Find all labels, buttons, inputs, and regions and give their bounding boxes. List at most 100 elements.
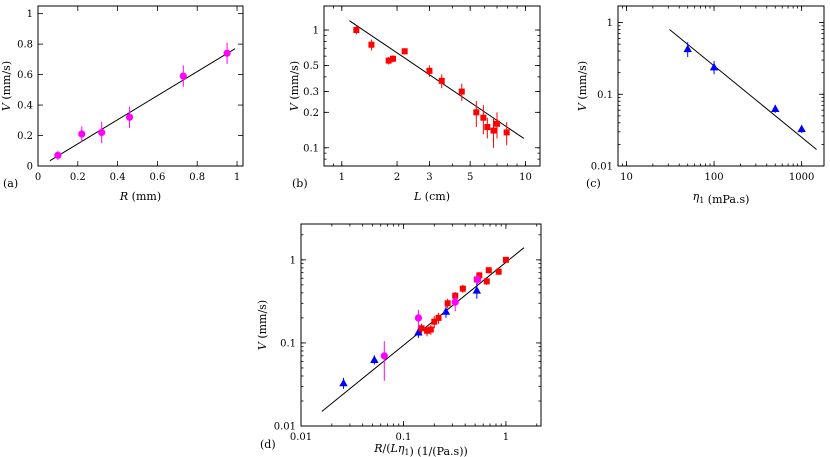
panel-3-xticklabel-1: 0.1 bbox=[396, 432, 412, 443]
panel-1-series-0-point-13 bbox=[503, 129, 510, 136]
panel-3-series-0-point-4 bbox=[472, 286, 482, 294]
panel-3-series-1-point-3 bbox=[431, 318, 438, 325]
panel-3-series-0-point-2 bbox=[414, 327, 423, 336]
panel-1-yticklabel-0: 0.1 bbox=[303, 143, 319, 154]
panel-1-xticklabel-0: 1 bbox=[339, 172, 345, 183]
panel-1-series-0-point-4 bbox=[401, 48, 408, 55]
panel-2-label: (c) bbox=[586, 177, 601, 190]
panel-2-yticklabel-0: 0.01 bbox=[591, 162, 613, 173]
panel-3-yticklabel-1: 0.1 bbox=[280, 338, 296, 349]
panel-3-yticklabel-0: 0.01 bbox=[274, 422, 296, 433]
panel-0-yticklabel-5: 1 bbox=[27, 9, 33, 20]
panel-3-series-0-point-0 bbox=[339, 378, 348, 387]
panel-0-label: (a) bbox=[3, 177, 18, 190]
panel-3-series-1-point-5 bbox=[444, 300, 451, 307]
panel-2-series-0-point-1 bbox=[709, 62, 719, 71]
panel-0-series-0-point-3 bbox=[125, 113, 134, 121]
panel-3-xlabel: R/(Lη1) (1/(Pa.s)) bbox=[373, 442, 468, 457]
panel-1-label: (b) bbox=[292, 177, 308, 190]
panel-2-ylabel: V (mm/s) bbox=[576, 61, 589, 111]
panel-3-series-1-point-1 bbox=[424, 327, 431, 334]
panel-1-xticklabel-1: 2 bbox=[394, 172, 400, 183]
panel-1-yticklabel-2: 0.3 bbox=[303, 87, 319, 98]
panel-0-xticklabel-1: 0.2 bbox=[70, 172, 86, 183]
panel-1-series-0-point-9 bbox=[480, 114, 487, 121]
panel-3-series-1-point-12 bbox=[495, 268, 502, 275]
panel-3-series-2-point-0 bbox=[380, 352, 388, 360]
panel-0-yticklabel-1: 0.2 bbox=[17, 131, 33, 142]
panel-3-series-0-point-3 bbox=[441, 307, 451, 315]
panel-1-series-0-point-3 bbox=[389, 55, 396, 62]
panel-3-series-2-point-2 bbox=[451, 298, 459, 306]
panel-3-series-1-point-0 bbox=[418, 325, 425, 332]
panel-0-series-0 bbox=[54, 42, 231, 160]
panel-3-label: (d) bbox=[260, 438, 276, 451]
panel-3-xticklabel-2: 1 bbox=[503, 432, 509, 443]
panel-1-fit-line bbox=[349, 20, 525, 139]
panel-2-series-0-point-2 bbox=[771, 104, 780, 113]
panel-1-series-0-point-11 bbox=[490, 127, 497, 134]
panel-3-yticklabel-2: 1 bbox=[290, 255, 296, 266]
panel-2-xticklabel-0: 10 bbox=[620, 172, 633, 183]
panel-0-yticklabel-0: 0 bbox=[27, 162, 33, 173]
panel-1-yticklabel-4: 1 bbox=[313, 26, 319, 37]
panel-1-series-0-point-1 bbox=[368, 41, 375, 48]
panel-2-xticklabel-1: 100 bbox=[705, 172, 724, 183]
panel-1-xticklabel-2: 3 bbox=[426, 172, 432, 183]
panel-2-fit-line bbox=[669, 29, 817, 150]
panel-1-xlabel: L (cm) bbox=[413, 190, 450, 203]
panel-1-series-0-point-5 bbox=[426, 67, 433, 74]
panel-0-yticklabel-2: 0.4 bbox=[17, 101, 33, 112]
panel-1-series-0-point-6 bbox=[438, 77, 445, 84]
panel-3-series-1-point-7 bbox=[459, 285, 466, 292]
panel-3-series-2 bbox=[380, 274, 482, 381]
panel-0-xticklabel-5: 1 bbox=[234, 172, 240, 183]
panel-2-xticklabel-2: 1000 bbox=[789, 172, 814, 183]
panel-3-frame bbox=[300, 223, 542, 427]
panel-1-series-0-point-0 bbox=[353, 27, 360, 34]
panel-2: 10 100 1000 0.01 0.1 1 η1 (mPa.s) V (mm/s) (c) bbox=[576, 5, 825, 206]
panel-3-series-0-point-1 bbox=[370, 355, 379, 363]
panel-0-xticklabel-4: 0.8 bbox=[189, 172, 205, 183]
panel-1-yticklabel-3: 0.5 bbox=[303, 61, 319, 72]
panel-3: 0.01 0.1 1 0.01 0.1 1 R/(Lη1) (1/(Pa.s)) V (mm/… bbox=[256, 223, 542, 457]
panel-0-series-0-point-4 bbox=[179, 72, 187, 80]
panel-3-series-1-point-13 bbox=[502, 256, 509, 263]
panel-0-yticklabel-4: 0.8 bbox=[17, 40, 33, 51]
panel-1-yticklabel-1: 0.2 bbox=[303, 108, 319, 119]
panel-2-xlabel: η1 (mPa.s) bbox=[693, 190, 750, 206]
panel-0-fit-line bbox=[49, 48, 236, 162]
panel-3-series-1-point-2 bbox=[427, 326, 434, 333]
panel-0-series-0-point-1 bbox=[78, 130, 86, 138]
panel-0-series-0-point-2 bbox=[98, 128, 106, 137]
panel-0-xticklabel-2: 0.4 bbox=[110, 172, 126, 183]
panel-3-series-1-point-4 bbox=[435, 314, 442, 321]
panel-1-ylabel: V (mm/s) bbox=[288, 61, 301, 111]
panel-3-ylabel: V (mm/s) bbox=[256, 300, 269, 350]
panel-3-series-1-point-11 bbox=[485, 267, 492, 274]
panel-2-series-0 bbox=[683, 42, 806, 133]
panel-0-series-0-point-5 bbox=[223, 49, 231, 57]
panel-1-series-0-point-2 bbox=[385, 57, 392, 64]
panel-3-series-1-point-10 bbox=[483, 278, 490, 285]
panel-1-series-0-point-7 bbox=[458, 88, 465, 95]
panel-3-series-1-point-9 bbox=[476, 272, 483, 279]
panel-0-xlabel: R (mm) bbox=[119, 190, 161, 203]
panel-0-series-0-point-0 bbox=[54, 151, 62, 159]
panel-0-xticklabel-0: 0 bbox=[35, 172, 41, 183]
panel-3-series-2-point-3 bbox=[474, 275, 482, 284]
panel-2-yticklabel-1: 0.1 bbox=[597, 90, 613, 101]
panel-3-series-2-point-1 bbox=[414, 314, 423, 322]
panel-2-yticklabel-2: 1 bbox=[607, 18, 613, 29]
panel-1-xticklabel-3: 5 bbox=[467, 172, 473, 183]
panel-1-frame bbox=[323, 5, 541, 167]
panel-3-series-0 bbox=[339, 283, 482, 389]
panel-0: 0 0.2 0.4 0.6 0.8 1 0 0.2 0.4 0.6 0.8 1 R (mm) V (mm/… bbox=[0, 5, 244, 203]
panel-1-series-0-point-10 bbox=[484, 124, 491, 131]
panel-2-series-0-point-0 bbox=[683, 44, 692, 53]
panel-1-series-0-point-8 bbox=[473, 109, 480, 116]
panel-2-frame bbox=[617, 5, 825, 167]
panel-0-xticklabel-3: 0.6 bbox=[149, 172, 165, 183]
panel-3-xticklabel-0: 0.01 bbox=[290, 432, 312, 443]
